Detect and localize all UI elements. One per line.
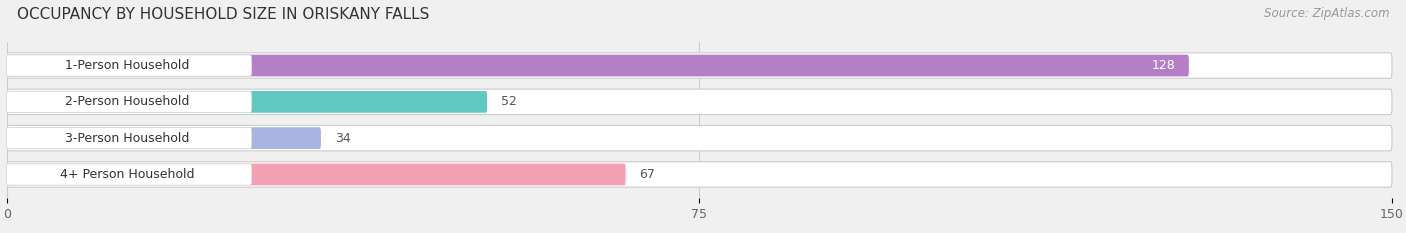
FancyBboxPatch shape [3, 55, 252, 76]
FancyBboxPatch shape [7, 127, 321, 149]
Text: 34: 34 [335, 132, 350, 145]
FancyBboxPatch shape [7, 89, 1392, 115]
Text: 3-Person Household: 3-Person Household [65, 132, 190, 145]
Text: 128: 128 [1152, 59, 1175, 72]
FancyBboxPatch shape [7, 53, 1392, 78]
FancyBboxPatch shape [7, 125, 1392, 151]
Text: OCCUPANCY BY HOUSEHOLD SIZE IN ORISKANY FALLS: OCCUPANCY BY HOUSEHOLD SIZE IN ORISKANY … [17, 7, 429, 22]
Text: 1-Person Household: 1-Person Household [65, 59, 190, 72]
FancyBboxPatch shape [7, 164, 626, 185]
Text: 67: 67 [640, 168, 655, 181]
Text: 4+ Person Household: 4+ Person Household [60, 168, 194, 181]
FancyBboxPatch shape [7, 162, 1392, 187]
FancyBboxPatch shape [3, 128, 252, 149]
Text: Source: ZipAtlas.com: Source: ZipAtlas.com [1264, 7, 1389, 20]
FancyBboxPatch shape [3, 164, 252, 185]
Text: 2-Person Household: 2-Person Household [65, 95, 190, 108]
FancyBboxPatch shape [7, 91, 486, 113]
Text: 52: 52 [501, 95, 517, 108]
FancyBboxPatch shape [7, 55, 1189, 76]
FancyBboxPatch shape [3, 91, 252, 112]
